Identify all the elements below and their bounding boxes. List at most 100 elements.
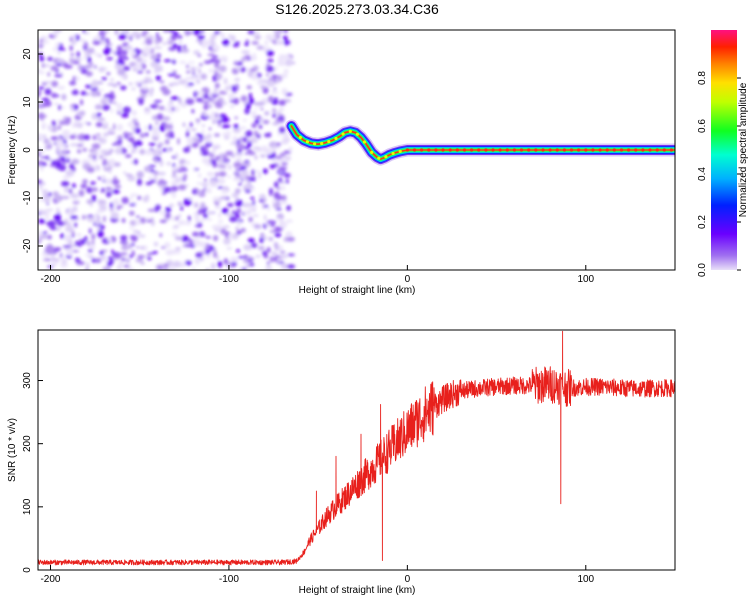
noise-speck (212, 119, 216, 125)
noise-speck (221, 124, 231, 129)
noise-speck (249, 176, 257, 179)
noise-speck (134, 63, 143, 71)
noise-speck (286, 205, 291, 211)
noise-speck (195, 252, 203, 258)
noise-speck (241, 137, 249, 143)
noise-speck (71, 250, 80, 253)
noise-speck (256, 30, 259, 37)
noise-speck (72, 60, 80, 65)
noise-speck (214, 62, 220, 68)
noise-speck (97, 230, 104, 238)
noise-speck (163, 59, 172, 63)
noise-speck (151, 131, 160, 137)
noise-speck (134, 127, 141, 134)
noise-speck (134, 219, 141, 225)
noise-speck (259, 119, 263, 124)
ridge-bead (477, 148, 481, 152)
noise-speck (135, 140, 143, 146)
noise-speck (159, 159, 164, 167)
ridge-bead (355, 132, 359, 136)
noise-speck (280, 173, 283, 176)
noise-speck (203, 211, 206, 219)
noise-speck (117, 59, 124, 66)
noise-speck (95, 122, 103, 128)
noise-speck (185, 76, 189, 82)
noise-speck (84, 239, 88, 244)
noise-speck (218, 219, 224, 224)
noise-speck (228, 34, 231, 39)
noise-speck (242, 202, 251, 208)
noise-speck (112, 253, 122, 259)
noise-speck (121, 196, 129, 204)
noise-speck (162, 30, 171, 33)
noise-speck (235, 214, 241, 218)
noise-speck (187, 197, 193, 201)
noise-speck (69, 36, 74, 42)
noise-speck (203, 112, 208, 117)
noise-speck (190, 128, 197, 131)
ridge-bead (527, 148, 531, 152)
noise-speck (183, 199, 192, 206)
noise-speck (242, 267, 247, 270)
noise-speck (214, 117, 223, 120)
ridge-bead (541, 148, 545, 152)
noise-speck (38, 134, 42, 137)
noise-speck (93, 155, 96, 160)
noise-speck (193, 50, 200, 55)
noise-speck (269, 77, 273, 82)
ridge-bead (405, 148, 409, 152)
snr-x-ticks: -200 -100 0 100 (40, 565, 595, 585)
noise-speck (171, 232, 178, 237)
noise-speck (243, 244, 253, 251)
noise-speck (85, 64, 88, 67)
noise-speck (217, 261, 223, 268)
noise-speck (252, 146, 261, 150)
noise-speck (81, 240, 86, 244)
noise-speck (279, 186, 286, 191)
noise-speck (125, 154, 132, 158)
noise-speck (114, 30, 119, 36)
noise-speck (170, 111, 174, 115)
noise-speck (56, 227, 61, 231)
noise-speck (254, 225, 259, 228)
noise-speck (288, 146, 293, 152)
noise-speck (174, 106, 180, 112)
noise-speck (114, 63, 123, 70)
noise-speck (137, 254, 145, 258)
noise-speck (70, 193, 79, 199)
noise-speck (254, 119, 261, 124)
noise-speck (86, 47, 95, 54)
colorbar-ticks: 0.0 0.2 0.4 0.6 0.8 (697, 71, 741, 277)
noise-speck (106, 132, 116, 135)
noise-speck (127, 122, 133, 127)
noise-speck (76, 149, 82, 154)
noise-speck (121, 244, 129, 251)
noise-speck (265, 65, 275, 73)
noise-speck (77, 122, 83, 129)
noise-speck (159, 80, 165, 83)
noise-speck (106, 57, 114, 60)
noise-speck (144, 35, 148, 39)
noise-speck (85, 93, 90, 96)
noise-speck (41, 98, 50, 102)
noise-speck (283, 69, 289, 74)
noise-speck (77, 63, 82, 71)
noise-speck (281, 156, 286, 163)
noise-speck (109, 202, 114, 209)
noise-speck (174, 74, 181, 79)
noise-speck (285, 219, 294, 223)
noise-speck (266, 247, 271, 253)
noise-speck (102, 104, 111, 111)
noise-speck (267, 206, 271, 212)
noise-speck (49, 164, 58, 168)
noise-speck (98, 137, 107, 144)
noise-speck (185, 64, 190, 69)
noise-speck (136, 171, 144, 179)
noise-speck (98, 32, 106, 37)
noise-speck (62, 129, 71, 137)
noise-speck (197, 209, 203, 215)
noise-speck (53, 47, 57, 52)
noise-speck (178, 40, 183, 44)
noise-speck (250, 196, 255, 200)
